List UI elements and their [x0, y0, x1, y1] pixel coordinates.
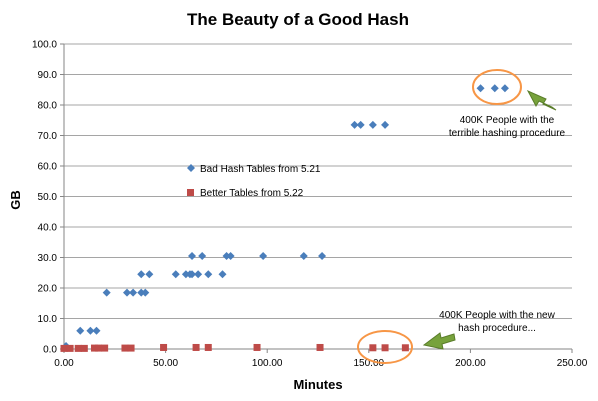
y-tick-label: 30.0	[38, 253, 58, 264]
bad-hash-point	[102, 288, 111, 297]
better-tables-point	[369, 344, 377, 352]
x-tick-label: 100.00	[252, 358, 283, 369]
better-tables-point	[401, 344, 409, 352]
bad-hash-point	[204, 270, 213, 279]
bad-hash-point	[318, 251, 327, 260]
chart-title: The Beauty of a Good Hash	[187, 10, 409, 29]
bad-hash-point	[86, 326, 95, 335]
y-tick-label: 20.0	[38, 284, 58, 295]
annotation-terrible-hash: 400K People with the terrible hashing pr…	[449, 69, 566, 139]
legend-label-better-tables: Better Tables from 5.22	[200, 188, 304, 199]
bad-hash-point	[76, 326, 85, 335]
y-tick-label: 100.0	[32, 40, 57, 51]
bad-hash-point	[141, 288, 150, 297]
x-tick-label: 150.00	[354, 358, 385, 369]
bad-hash-point	[299, 251, 308, 260]
y-tick-label: 90.0	[38, 70, 58, 81]
better-tables-point	[127, 344, 135, 352]
x-axis-title: Minutes	[293, 377, 342, 392]
bad-hash-point	[129, 288, 138, 297]
x-tick-label: 50.00	[153, 358, 178, 369]
legend-label-bad-hash: Bad Hash Tables from 5.21	[200, 164, 321, 175]
bad-hash-point	[381, 120, 390, 129]
bad-hash-point	[145, 270, 154, 279]
bad-hash-point	[259, 251, 268, 260]
annotation-text-terrible-line2: terrible hashing procedure	[449, 128, 566, 139]
better-tables-point	[101, 344, 109, 352]
y-tick-label: 70.0	[38, 131, 58, 142]
y-tick-label: 0.0	[43, 345, 57, 356]
better-tables-point	[80, 344, 88, 352]
x-tick-label: 0.00	[54, 358, 74, 369]
x-tick-label: 250.00	[557, 358, 588, 369]
bad-hash-point	[500, 84, 509, 93]
better-tables-point	[66, 344, 74, 352]
annotation-arrow-terrible	[526, 89, 557, 111]
better-tables-point	[381, 344, 389, 352]
bad-hash-point	[188, 270, 197, 279]
y-axis-title: GB	[8, 190, 23, 210]
bad-hash-point	[218, 270, 227, 279]
better-tables-point	[90, 344, 98, 352]
bad-hash-point	[490, 84, 499, 93]
bad-hash-point	[198, 251, 207, 260]
annotation-text-new-line1: 400K People with the new	[439, 310, 555, 321]
bad-hash-point	[476, 84, 485, 93]
bad-hash-point	[137, 270, 146, 279]
better-tables-point	[74, 344, 82, 352]
annotation-arrow-new	[422, 332, 456, 350]
bad-hash-point	[356, 120, 365, 129]
bad-hash-point	[137, 288, 146, 297]
y-axis-ticks: 0.0 10.0 20.0 30.0 40.0 50.0 60.0 70.0 80.0 90.0 1…	[32, 40, 64, 356]
bad-hash-point	[92, 326, 101, 335]
better-tables-point	[121, 344, 129, 352]
y-tick-label: 10.0	[38, 314, 58, 325]
annotation-text-new-line2: hash procedure...	[458, 323, 536, 334]
bad-hash-point	[350, 120, 359, 129]
bad-hash-point	[171, 270, 180, 279]
better-tables-point	[160, 343, 168, 351]
better-tables-point	[60, 344, 68, 352]
better-tables-point	[253, 343, 261, 351]
better-tables-point	[192, 343, 200, 351]
x-axis-ticks: 0.00 50.00 100.00 150.00 200.00 250.00	[54, 349, 588, 369]
bad-hash-point	[222, 251, 231, 260]
data-points	[60, 84, 509, 352]
bad-hash-point	[188, 251, 197, 260]
legend: Bad Hash Tables from 5.21 Better Tables …	[187, 164, 321, 199]
annotation-ellipse-new	[357, 330, 413, 364]
annotation-new-hash: 400K People with the new hash procedure.…	[357, 310, 556, 364]
better-tables-point	[316, 343, 324, 351]
bad-hash-point	[181, 270, 190, 279]
legend-marker-better-tables	[187, 189, 194, 196]
y-tick-label: 50.0	[38, 192, 58, 203]
annotation-ellipse-terrible	[472, 69, 522, 105]
gridlines	[64, 43, 572, 319]
bad-hash-point	[122, 288, 131, 297]
x-tick-label: 200.00	[455, 358, 486, 369]
better-tables-point	[204, 343, 212, 351]
bad-hash-point	[368, 120, 377, 129]
better-tables-point	[95, 344, 103, 352]
bad-hash-point	[226, 251, 235, 260]
y-tick-label: 60.0	[38, 162, 58, 173]
annotation-text-terrible-line1: 400K People with the	[460, 115, 555, 126]
y-tick-label: 40.0	[38, 223, 58, 234]
legend-marker-bad-hash	[187, 164, 195, 172]
bad-hash-point	[194, 270, 203, 279]
y-tick-label: 80.0	[38, 101, 58, 112]
